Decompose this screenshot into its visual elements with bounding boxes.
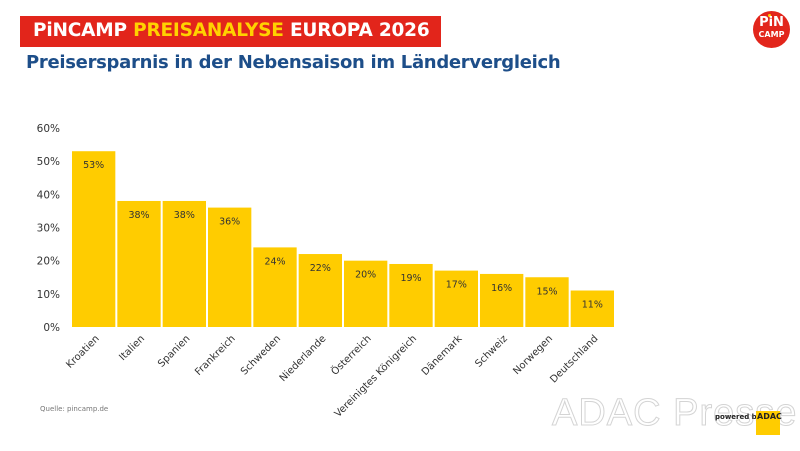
data-label: 53% — [83, 160, 104, 171]
y-tick-label: 50% — [37, 156, 60, 168]
data-label: 38% — [128, 210, 149, 221]
x-tick-label: Vereinigtes Königreich — [333, 333, 419, 419]
title-suffix: EUROPA 2026 — [283, 20, 430, 41]
data-label: 17% — [446, 280, 467, 291]
bar — [253, 247, 297, 327]
y-tick-label: 20% — [37, 256, 60, 268]
x-tick-label: Italien — [117, 333, 147, 363]
data-label: 20% — [355, 270, 376, 281]
x-tick-label: Norwegen — [511, 333, 555, 377]
title-highlight: PREISANALYSE — [133, 20, 284, 41]
bar — [117, 200, 161, 327]
x-tick-label: Frankreich — [193, 333, 238, 378]
y-tick-label: 40% — [37, 189, 60, 201]
powered-by-label: powered by — [715, 413, 762, 421]
bar — [208, 207, 252, 327]
data-label: 24% — [264, 256, 285, 267]
logo-line2: CAMP — [758, 30, 785, 39]
y-tick-label: 0% — [43, 322, 60, 334]
bar — [72, 151, 116, 327]
bar — [298, 254, 342, 327]
title-brand: PiNCAMP — [33, 20, 134, 41]
x-tick-label: Österreich — [328, 332, 374, 378]
y-tick-label: 30% — [37, 223, 60, 235]
page-title: PiNCAMP PREISANALYSE EUROPA 2026 — [33, 20, 430, 41]
data-label: 22% — [310, 263, 331, 274]
x-tick-label: Schweden — [239, 333, 283, 377]
bar — [162, 200, 206, 327]
data-label: 38% — [174, 210, 195, 221]
adac-logo: ADAC — [756, 411, 782, 435]
data-label: 16% — [491, 283, 512, 294]
x-tick-label: Schweiz — [473, 333, 509, 369]
bar — [525, 277, 569, 327]
x-tick-label: Niederlande — [278, 333, 329, 384]
data-label: 11% — [582, 300, 603, 311]
x-tick-label: Kroatien — [64, 333, 101, 370]
y-tick-label: 60% — [37, 123, 60, 135]
bar — [480, 273, 524, 327]
logo-dot-icon — [768, 14, 771, 17]
x-axis: Kroatien Italien Spanien Frankreich Schweden… — [64, 332, 600, 420]
pincamp-logo: PiN CAMP — [753, 11, 790, 48]
y-axis: 0% 10% 20% 30% 40% 50% 60% — [37, 123, 60, 334]
x-tick-label: Deutschland — [548, 333, 600, 385]
adac-logo-text: ADAC — [757, 412, 782, 421]
chart-subtitle: Preisersparnis in der Nebensaison im Län… — [26, 52, 561, 73]
bars: 53% 38% 38% 36% 24% 22% 20% 19% 17% 16% 15% 11% — [72, 151, 614, 327]
bar — [434, 270, 478, 327]
x-tick-label: Dänemark — [420, 333, 465, 378]
bar — [570, 290, 614, 327]
bar — [344, 260, 388, 327]
title-banner: PiNCAMP PREISANALYSE EUROPA 2026 — [20, 16, 441, 47]
data-label: 19% — [400, 273, 421, 284]
x-tick-label: Spanien — [156, 333, 192, 369]
source-note: Quelle: pincamp.de — [40, 405, 109, 413]
logo-line1: PiN — [759, 15, 784, 30]
bar — [389, 263, 433, 327]
data-label: 36% — [219, 217, 240, 228]
data-label: 15% — [536, 286, 557, 297]
y-tick-label: 10% — [37, 289, 60, 301]
